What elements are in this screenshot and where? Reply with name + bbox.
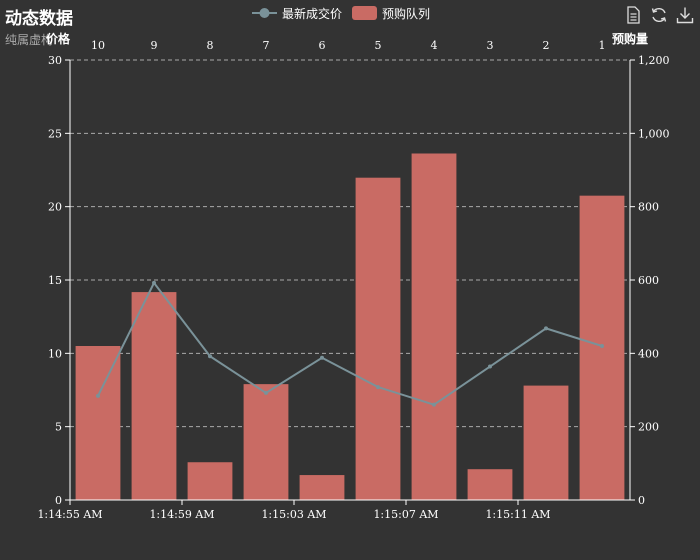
x-top-tick-label: 1 xyxy=(599,39,606,52)
price-point xyxy=(320,355,324,360)
price-point xyxy=(432,402,436,407)
y-right-tick-label: 400 xyxy=(638,347,659,360)
y-right-axis-name: 预购量 xyxy=(612,31,648,46)
price-point xyxy=(376,385,380,390)
y-left-tick-label: 15 xyxy=(48,274,62,287)
price-point xyxy=(488,364,492,369)
y-left-tick-label: 30 xyxy=(48,54,62,67)
save-image-icon[interactable] xyxy=(676,6,694,24)
x-bottom-tick-label: 1:15:03 AM xyxy=(261,508,326,521)
x-bottom-tick-label: 1:15:07 AM xyxy=(373,508,438,521)
x-top-tick-label: 2 xyxy=(543,39,550,52)
bar xyxy=(299,475,345,500)
x-top-tick-label: 7 xyxy=(263,39,270,52)
bar xyxy=(131,292,177,500)
bar xyxy=(355,177,401,500)
legend-line-label: 最新成交价 xyxy=(282,6,343,21)
bar xyxy=(243,384,289,500)
y-left-tick-label: 25 xyxy=(48,127,62,140)
price-point xyxy=(600,344,604,348)
y-left-tick-label: 10 xyxy=(48,347,62,360)
x-top-tick-label: 3 xyxy=(487,39,494,52)
legend-item-bar[interactable]: 预购队列 xyxy=(352,5,430,22)
y-left-tick-label: 0 xyxy=(55,494,62,507)
y-right-tick-label: 200 xyxy=(638,421,659,434)
chart-subtitle: 纯属虚构 xyxy=(5,33,54,47)
legend-bar-label: 预购队列 xyxy=(382,6,431,21)
y-right-tick-label: 0 xyxy=(638,494,645,507)
x-top-tick-label: 10 xyxy=(91,39,105,52)
data-view-icon[interactable] xyxy=(624,6,642,24)
price-point xyxy=(208,354,212,359)
price-point xyxy=(96,393,100,398)
line-series xyxy=(96,280,604,407)
line-series-legend-icon xyxy=(252,8,277,18)
bar-series-legend-icon xyxy=(352,6,378,20)
y-right-tick-label: 600 xyxy=(638,274,659,287)
toolbox xyxy=(624,6,694,24)
x-top-tick-label: 8 xyxy=(207,39,214,52)
x-bottom-tick-label: 1:14:55 AM xyxy=(37,508,102,521)
x-top-tick-label: 9 xyxy=(151,39,158,52)
x-top-tick-label: 6 xyxy=(319,39,326,52)
bar xyxy=(411,153,457,500)
x-bottom-tick-label: 1:15:11 AM xyxy=(485,508,550,521)
chart-title: 动态数据 xyxy=(5,9,73,29)
price-line xyxy=(97,281,603,406)
y-right-tick-label: 1,000 xyxy=(638,127,670,140)
y-left-tick-label: 5 xyxy=(55,421,62,434)
price-point xyxy=(544,326,548,331)
restore-icon[interactable] xyxy=(650,6,668,24)
x-bottom-tick-label: 1:14:59 AM xyxy=(149,508,214,521)
x-top-tick-label: 4 xyxy=(431,39,438,52)
bar xyxy=(75,346,121,500)
y-left-tick-label: 20 xyxy=(48,201,62,214)
legend: 最新成交价 预购队列 xyxy=(252,3,430,23)
legend-item-line[interactable]: 最新成交价 xyxy=(252,5,342,22)
price-point xyxy=(264,390,268,395)
bar xyxy=(467,469,513,500)
y-right-tick-label: 800 xyxy=(638,201,659,214)
bar xyxy=(523,385,569,500)
bar xyxy=(187,462,233,500)
x-top-tick-label: 5 xyxy=(375,39,382,52)
y-right-tick-label: 1,200 xyxy=(638,54,670,67)
bar-series xyxy=(75,153,625,500)
price-point xyxy=(152,280,156,285)
y-left-axis-name: 价格 xyxy=(46,31,71,46)
